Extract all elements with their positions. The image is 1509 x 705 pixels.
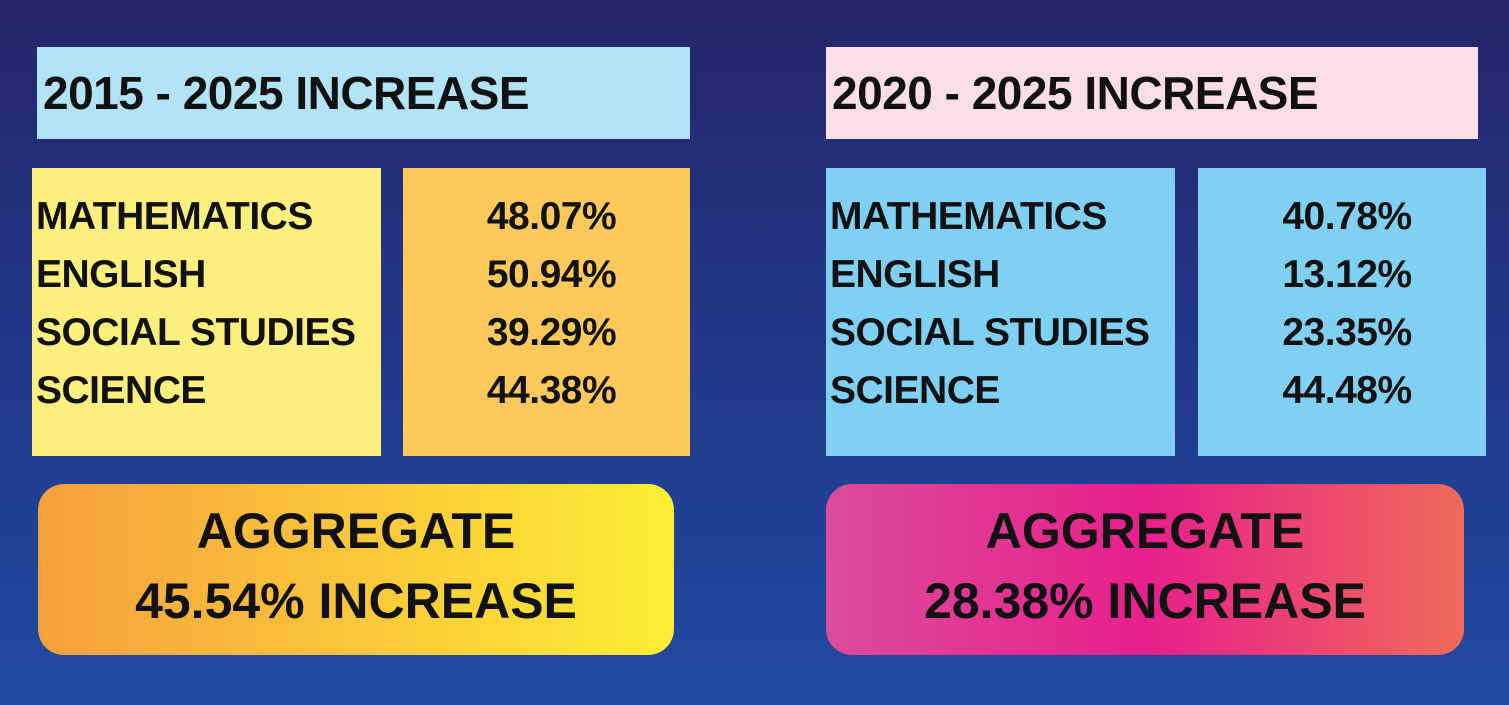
aggregate-box: AGGREGATE 45.54% INCREASE (38, 484, 674, 655)
subject: MATHEMATICS (36, 195, 313, 238)
percent: 40.78% (1282, 195, 1412, 238)
percent: 50.94% (486, 253, 617, 296)
subject: SOCIAL STUDIES (36, 311, 356, 354)
percent: 44.38% (486, 369, 617, 412)
percent: 23.35% (1282, 311, 1412, 354)
panel-title: 2020 - 2025 INCREASE (826, 47, 1478, 139)
value-list: 40.78% 13.12% 23.35% 44.48% (1198, 168, 1486, 456)
subject: SCIENCE (830, 369, 1000, 412)
aggregate-box: AGGREGATE 28.38% INCREASE (826, 484, 1464, 655)
aggregate-value: 45.54% INCREASE (135, 573, 577, 629)
subject: MATHEMATICS (830, 195, 1107, 238)
subject: SCIENCE (36, 369, 206, 412)
subject: SOCIAL STUDIES (830, 311, 1150, 354)
percent: 48.07% (486, 195, 617, 238)
subject-list: MATHEMATICS ENGLISH SOCIAL STUDIES SCIENCE (32, 168, 381, 456)
percent: 44.48% (1282, 369, 1412, 412)
panel-title: 2015 - 2025 INCREASE (37, 47, 690, 139)
aggregate-label: AGGREGATE (985, 503, 1305, 559)
percent: 39.29% (486, 311, 617, 354)
percent: 13.12% (1282, 253, 1412, 296)
aggregate-label: AGGREGATE (196, 503, 516, 559)
subject: ENGLISH (830, 253, 1000, 296)
aggregate-value: 28.38% INCREASE (924, 573, 1366, 629)
value-list: 48.07% 50.94% 39.29% 44.38% (403, 168, 690, 456)
subject-list: MATHEMATICS ENGLISH SOCIAL STUDIES SCIENCE (826, 168, 1175, 456)
subject: ENGLISH (36, 253, 206, 296)
